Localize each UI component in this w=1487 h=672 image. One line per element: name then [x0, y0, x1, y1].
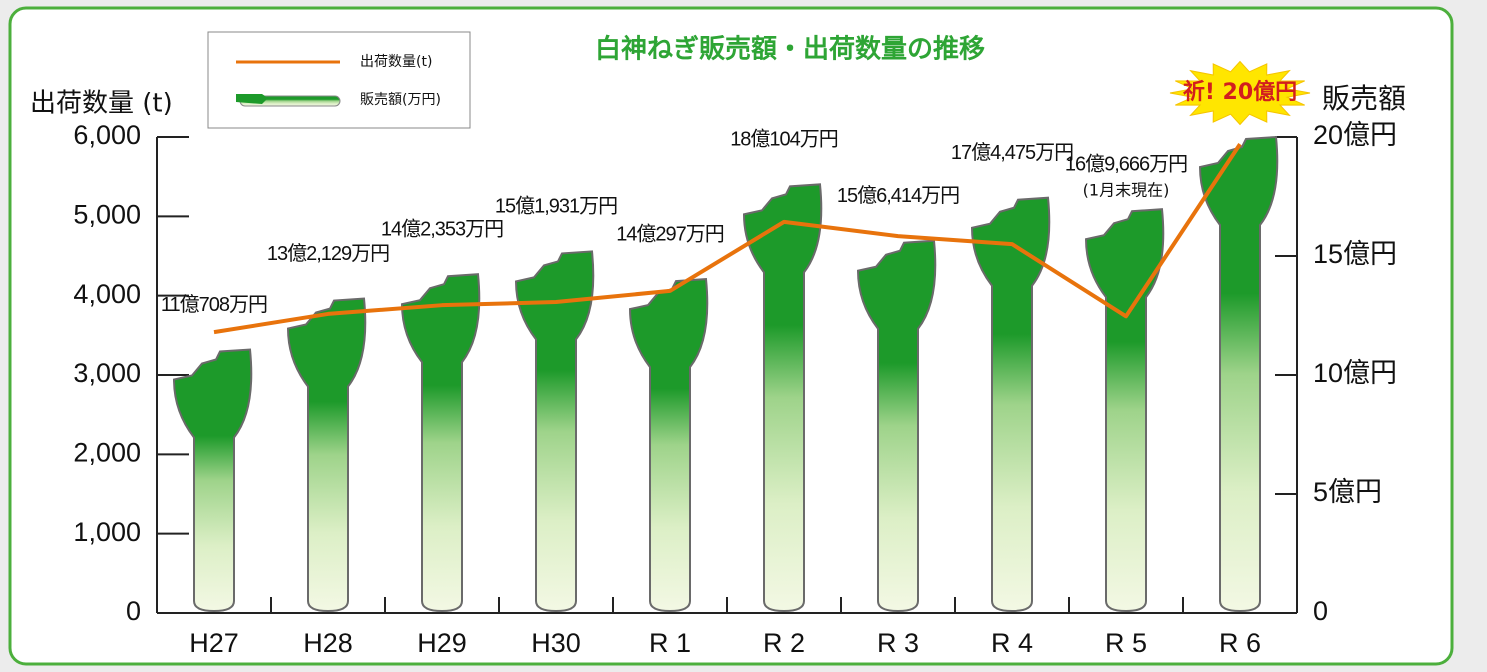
legend-box — [208, 32, 470, 128]
y-tick-label: 3,000 — [73, 358, 141, 388]
x-tick-label: R 3 — [877, 628, 919, 658]
y2-axis-label: 販売額 — [1322, 82, 1406, 115]
y-tick-label: 2,000 — [73, 437, 141, 467]
chart: 白神ねぎ販売額・出荷数量の推移 出荷数量 (t) 販売額 0 1,000 2,000… — [0, 0, 1487, 672]
y-tick-label: 0 — [126, 596, 141, 626]
value-label: 11億708万円 — [161, 293, 267, 316]
value-label: 13億2,129万円 — [267, 242, 389, 265]
y-axis-label: 出荷数量 (t) — [30, 89, 173, 119]
note: (1月末現在) — [1083, 181, 1170, 200]
legend-label: 出荷数量(t) — [360, 54, 432, 70]
x-tick-label: H27 — [189, 628, 239, 658]
x-tick-label: H28 — [303, 628, 353, 658]
x-tick-label: R 4 — [991, 628, 1033, 658]
y-tick-label: 5,000 — [73, 199, 141, 229]
y-tick-label: 6,000 — [73, 120, 141, 150]
x-tick-label: H30 — [531, 628, 581, 658]
value-label: 17億4,475万円 — [951, 141, 1073, 164]
y2-tick-label: 10億円 — [1313, 358, 1397, 388]
x-tick-label: H29 — [417, 628, 467, 658]
value-label: 16億9,666万円 — [1065, 152, 1187, 175]
x-tick-label: R 1 — [649, 628, 691, 658]
y-tick-label: 4,000 — [73, 279, 141, 309]
page: 白神ねぎ販売額・出荷数量の推移 出荷数量 (t) 販売額 0 1,000 2,000… — [0, 0, 1487, 672]
y-tick-label: 1,000 — [73, 517, 141, 547]
value-label: 18億104万円 — [730, 128, 838, 151]
value-label: 15億1,931万円 — [495, 195, 617, 218]
y2-tick-label: 5億円 — [1313, 477, 1382, 507]
value-label: 祈! 20億円 — [1183, 79, 1297, 105]
x-tick-label: R 6 — [1219, 628, 1261, 658]
chart-title: 白神ねぎ販売額・出荷数量の推移 — [595, 34, 985, 65]
legend-label: 販売額(万円) — [360, 92, 441, 108]
y2-tick-label: 20億円 — [1313, 120, 1397, 150]
value-label: 14億297万円 — [616, 222, 724, 245]
y2-tick-label: 0 — [1313, 596, 1328, 626]
x-tick-label: R 2 — [763, 628, 805, 658]
value-label: 15億6,414万円 — [837, 184, 959, 207]
value-label: 14億2,353万円 — [381, 217, 503, 240]
y2-tick-label: 15億円 — [1313, 239, 1397, 269]
x-tick-label: R 5 — [1105, 628, 1147, 658]
